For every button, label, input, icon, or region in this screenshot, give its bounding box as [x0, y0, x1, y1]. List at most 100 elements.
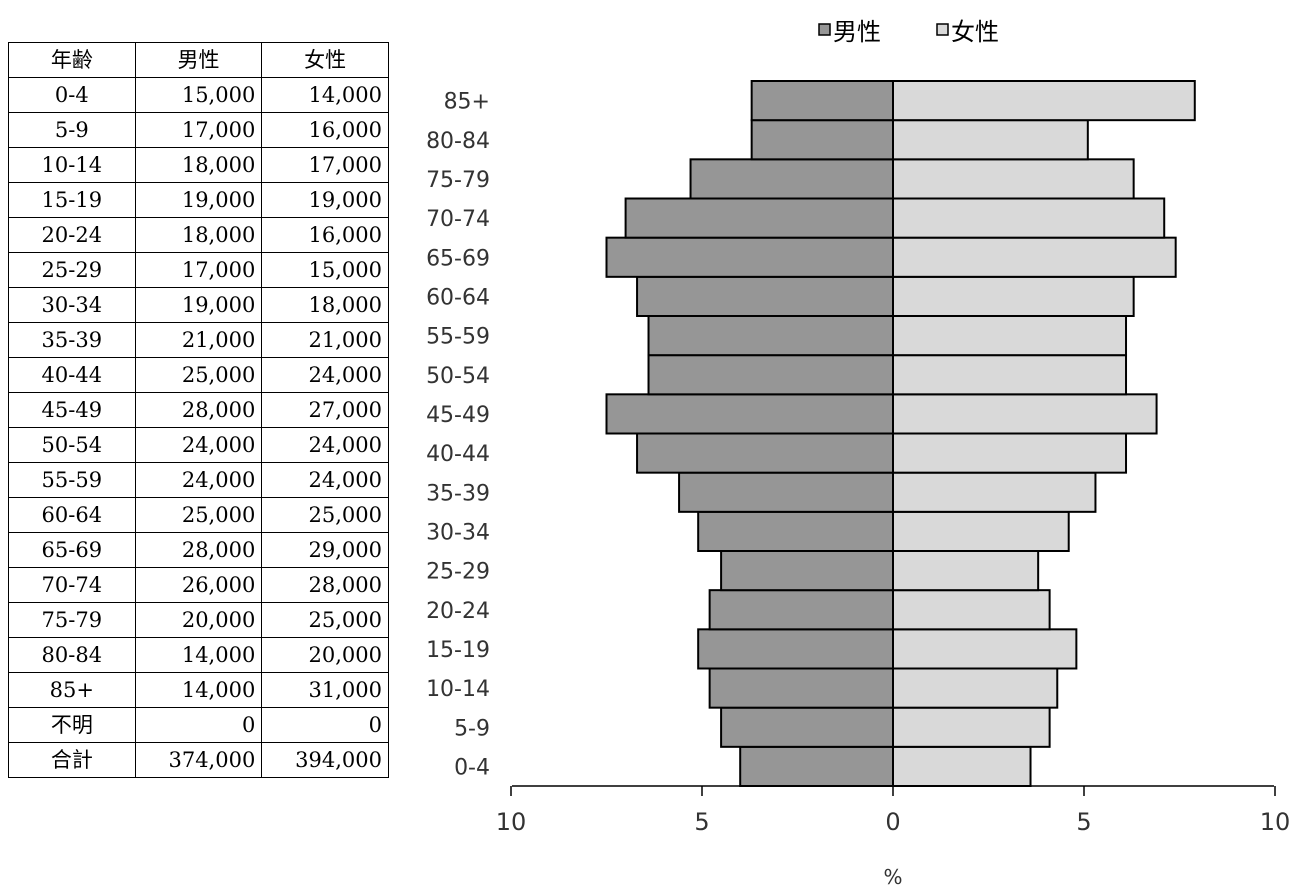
bar-female	[892, 589, 1051, 631]
cell-female: 15,000	[261, 252, 389, 288]
population-table: 年齢 男性 女性 0-4 15,000 14,000 5-9 17,000 16,000 1…	[8, 42, 389, 778]
bar-female	[892, 471, 1097, 513]
bar-female	[892, 158, 1135, 200]
bar-female	[892, 393, 1158, 435]
legend-label: 男性	[833, 18, 881, 46]
bar-male	[697, 628, 894, 670]
table-row: 30-34 19,000 18,000	[8, 287, 389, 323]
bar-female	[892, 432, 1128, 474]
bar-male	[739, 745, 895, 787]
bar-male	[750, 80, 894, 122]
bar-male	[678, 471, 895, 513]
legend-swatch	[936, 23, 949, 36]
y-tick-label: 85+	[444, 90, 490, 115]
cell-male: 25,000	[134, 357, 263, 393]
cell-male: 21,000	[134, 322, 263, 358]
y-tick-label: 80-84	[426, 129, 490, 154]
bar-female	[892, 667, 1059, 709]
table-row: 不明 0 0	[8, 707, 389, 743]
cell-female: 29,000	[261, 532, 389, 568]
table-row: 45-49 28,000 27,000	[8, 392, 389, 428]
table-row: 0-4 15,000 14,000	[8, 77, 389, 113]
y-tick-label: 60-64	[426, 285, 490, 310]
cell-female: 18,000	[261, 287, 389, 323]
bar-female	[892, 236, 1177, 278]
bar-male	[636, 275, 894, 318]
x-tick-label: 5	[694, 808, 709, 836]
cell-female: 24,000	[261, 427, 389, 463]
cell-age: 60-64	[8, 497, 136, 533]
table-body: 0-4 15,000 14,000 5-9 17,000 16,000 10-14 18,00…	[8, 77, 389, 778]
cell-female: 31,000	[261, 672, 389, 708]
bar-female	[892, 354, 1128, 396]
cell-female: 17,000	[261, 147, 389, 183]
y-tick-label: 40-44	[426, 442, 490, 467]
table-row: 75-79 20,000 25,000	[8, 602, 389, 638]
y-tick-label: 45-49	[426, 403, 490, 428]
cell-age: 40-44	[8, 357, 136, 393]
bar-male	[605, 393, 894, 435]
cell-age: 65-69	[8, 532, 136, 568]
table-row: 5-9 17,000 16,000	[8, 112, 389, 148]
bar-female	[892, 628, 1078, 670]
bar-male	[708, 589, 895, 631]
table-header-row: 年齢 男性 女性	[8, 42, 389, 78]
cell-age: 35-39	[8, 322, 136, 358]
cell-male: 0	[134, 707, 263, 743]
y-tick-label: 20-24	[426, 599, 490, 624]
bar-male	[697, 510, 894, 553]
bar-female	[892, 119, 1089, 161]
cell-female: 14,000	[261, 77, 389, 113]
cell-female: 25,000	[261, 602, 389, 638]
bar-male	[720, 706, 894, 748]
y-tick-label: 25-29	[426, 560, 490, 585]
header-male: 男性	[134, 42, 263, 78]
cell-age: 合計	[8, 742, 136, 778]
bar-female	[892, 745, 1032, 787]
table-row: 20-24 18,000 16,000	[8, 217, 389, 253]
cell-age: 5-9	[8, 112, 136, 148]
cell-male: 28,000	[134, 532, 263, 568]
cell-male: 24,000	[134, 462, 263, 498]
bar-male	[636, 432, 894, 474]
legend-label: 女性	[951, 18, 999, 46]
table-row: 25-29 17,000 15,000	[8, 252, 389, 288]
bar-male	[689, 158, 894, 200]
bar-male	[605, 236, 894, 278]
cell-female: 19,000	[261, 182, 389, 218]
table-row: 合計 374,000 394,000	[8, 742, 389, 778]
cell-male: 17,000	[134, 252, 263, 288]
table-row: 70-74 26,000 28,000	[8, 567, 389, 603]
cell-female: 27,000	[261, 392, 389, 428]
table-row: 40-44 25,000 24,000	[8, 357, 389, 393]
y-tick-label: 65-69	[426, 246, 490, 271]
y-tick-label: 55-59	[426, 325, 490, 350]
y-tick-label: 15-19	[426, 638, 490, 663]
bar-female	[892, 550, 1040, 592]
cell-female: 24,000	[261, 462, 389, 498]
cell-male: 18,000	[134, 217, 263, 253]
cell-age: 70-74	[8, 567, 136, 603]
table-row: 65-69 28,000 29,000	[8, 532, 389, 568]
y-tick-label: 30-34	[426, 520, 490, 545]
table-row: 85+ 14,000 31,000	[8, 672, 389, 708]
cell-age: 0-4	[8, 77, 136, 113]
y-tick-label: 70-74	[426, 207, 490, 232]
cell-age: 15-19	[8, 182, 136, 218]
cell-female: 16,000	[261, 112, 389, 148]
cell-age: 10-14	[8, 147, 136, 183]
bar-female	[892, 275, 1135, 318]
y-tick-label: 10-14	[426, 677, 490, 702]
cell-male: 19,000	[134, 182, 263, 218]
cell-male: 20,000	[134, 602, 263, 638]
cell-female: 21,000	[261, 322, 389, 358]
table-row: 10-14 18,000 17,000	[8, 147, 389, 183]
cell-female: 28,000	[261, 567, 389, 603]
cell-male: 18,000	[134, 147, 263, 183]
cell-female: 394,000	[261, 742, 389, 778]
y-tick-label: 5-9	[454, 716, 490, 741]
y-tick-label: 50-54	[426, 364, 490, 389]
cell-age: 20-24	[8, 217, 136, 253]
